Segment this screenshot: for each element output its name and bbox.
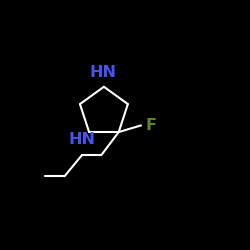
- Text: HN: HN: [68, 132, 96, 148]
- Text: HN: HN: [90, 65, 117, 80]
- Text: F: F: [146, 118, 157, 133]
